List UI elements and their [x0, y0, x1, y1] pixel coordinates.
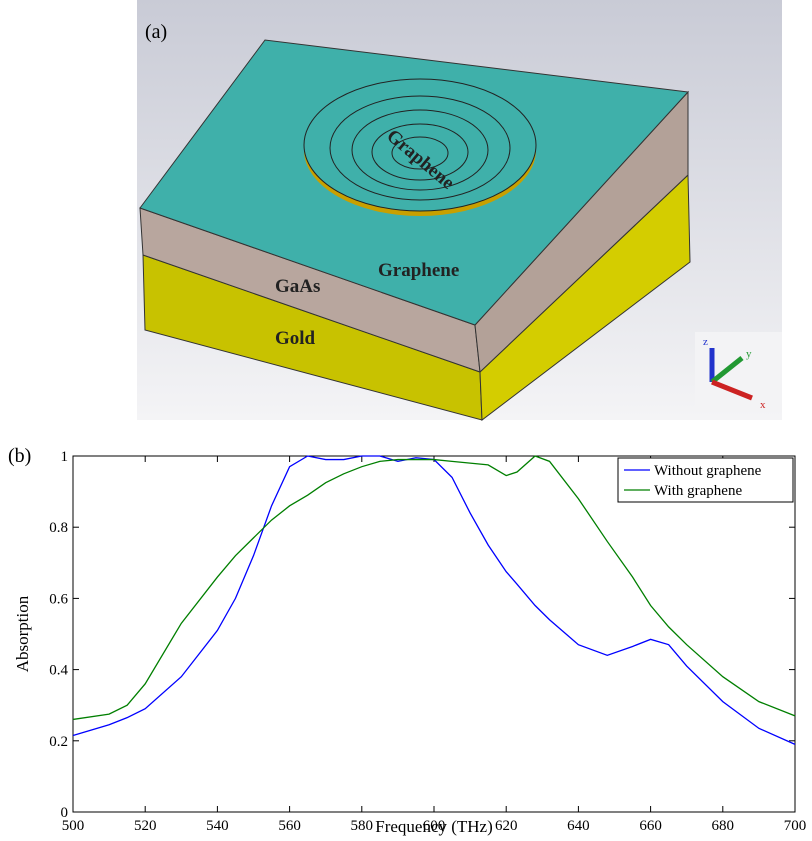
x-tick-label: 700 — [784, 818, 807, 834]
diagram-label: Graphene — [378, 260, 459, 281]
legend-label: Without graphene — [654, 463, 762, 479]
diagram-label: Gold — [275, 328, 316, 349]
diagram: (a) Graphene Graphene GaAs Gold z y x — [137, 0, 782, 420]
x-tick-label: 680 — [712, 818, 735, 834]
x-tick-label: 520 — [134, 818, 157, 834]
legend-label: With graphene — [654, 483, 742, 499]
page: {"diagram": {"panel_label": "(a)", "labe… — [0, 0, 812, 836]
plot-frame — [73, 456, 795, 812]
figure: (a) Graphene Graphene GaAs Gold z y x (b… — [0, 0, 812, 836]
triad-label: z — [703, 336, 708, 348]
x-tick-label: 580 — [351, 818, 374, 834]
triad-background — [695, 332, 782, 412]
x-tick-label: 640 — [567, 818, 590, 834]
x-tick-label: 540 — [206, 818, 229, 834]
triad-label: x — [760, 399, 766, 411]
x-tick-label: 560 — [278, 818, 301, 834]
x-tick-label: 620 — [495, 818, 518, 834]
y-tick-label: 0.6 — [49, 591, 68, 607]
y-tick-label: 1 — [61, 449, 69, 465]
panel-label: (a) — [145, 21, 167, 43]
diagram-label: GaAs — [275, 276, 320, 297]
y-tick-label: 0 — [61, 805, 69, 821]
panel-label: (b) — [8, 445, 31, 467]
axis-triad: z y x — [695, 332, 782, 412]
x-tick-label: 600 — [423, 818, 446, 834]
y-tick-label: 0.2 — [49, 734, 68, 750]
y-tick-label: 0.4 — [49, 663, 68, 679]
x-tick-label: 660 — [639, 818, 662, 834]
triad-label: y — [746, 348, 752, 360]
y-tick-label: 0.8 — [49, 520, 68, 536]
y-axis-label: Absorption — [13, 595, 32, 672]
